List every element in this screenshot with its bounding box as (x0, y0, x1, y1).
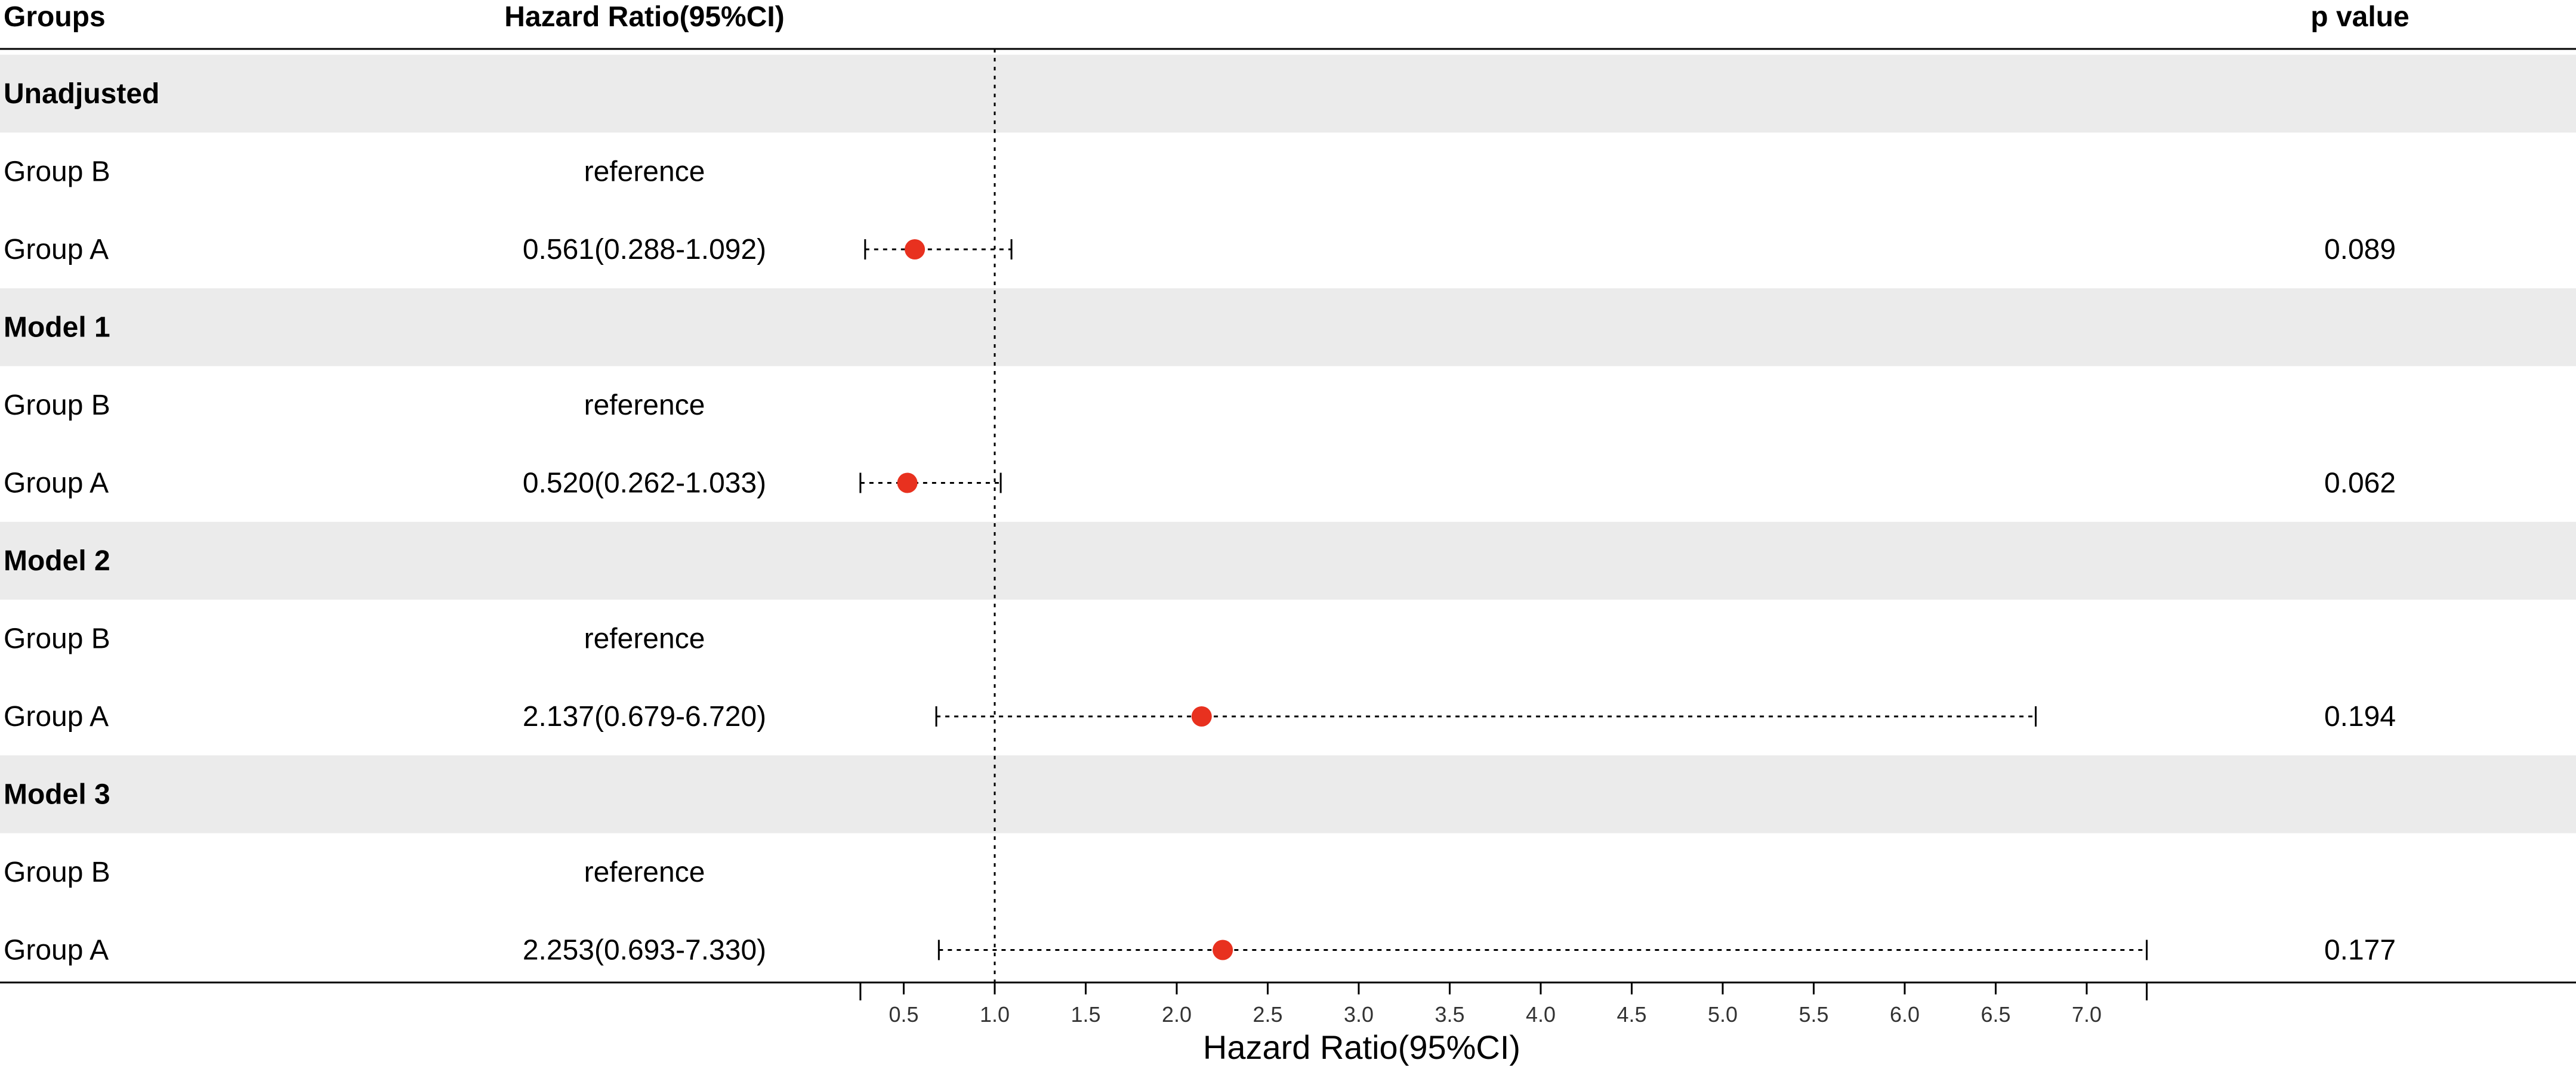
x-tick-label: 2.0 (1162, 1002, 1192, 1027)
hazard-ratio-text: 2.137(0.679-6.720) (523, 701, 766, 733)
x-tick-label: 1.5 (1070, 1002, 1100, 1027)
group-label: Group A (4, 935, 109, 966)
section-band (0, 755, 2576, 833)
hazard-ratio-text: reference (584, 857, 705, 888)
group-label: Group B (4, 857, 110, 888)
hazard-ratio-point (1191, 706, 1212, 727)
header-p-value: p value (2310, 1, 2409, 33)
p-value: 0.177 (2324, 935, 2396, 966)
hazard-ratio-text: 2.253(0.693-7.330) (523, 935, 766, 966)
x-axis-label: Hazard Ratio(95%CI) (1203, 1028, 1520, 1066)
group-label: Group A (4, 701, 109, 733)
x-tick-label: 3.0 (1344, 1002, 1374, 1027)
ci-marks (859, 239, 2148, 960)
section-band (0, 288, 2576, 366)
table-rows: Unadjusted Group B reference Group A 0.561(0… (4, 78, 2396, 966)
group-label: Group B (4, 156, 110, 188)
x-tick-label: 4.0 (1526, 1002, 1556, 1027)
section-label: Model 3 (4, 779, 110, 811)
hazard-ratio-text: 0.520(0.262-1.033) (523, 468, 766, 499)
p-value: 0.089 (2324, 234, 2396, 265)
x-tick-label: 0.5 (889, 1002, 918, 1027)
section-label: Model 1 (4, 312, 110, 344)
x-tick-label: 6.5 (1980, 1002, 2010, 1027)
p-value: 0.062 (2324, 468, 2396, 499)
x-tick-label: 7.0 (2072, 1002, 2102, 1027)
x-tick-label: 5.0 (1708, 1002, 1738, 1027)
x-tick-label: 2.5 (1252, 1002, 1282, 1027)
section-bands (0, 54, 2576, 833)
x-tick-label: 3.5 (1434, 1002, 1464, 1027)
section-label: Unadjusted (4, 78, 159, 110)
section-band (0, 54, 2576, 133)
x-tick-label: 1.0 (980, 1002, 1010, 1027)
hazard-ratio-text: 0.561(0.288-1.092) (523, 234, 766, 265)
group-label: Group B (4, 390, 110, 421)
hazard-ratio-point (905, 239, 925, 259)
hazard-ratio-point (1213, 940, 1233, 960)
x-tick-label: 6.0 (1890, 1002, 1920, 1027)
x-tick-label: 5.5 (1798, 1002, 1828, 1027)
group-label: Group A (4, 468, 109, 499)
section-band (0, 521, 2576, 600)
hazard-ratio-point (897, 472, 918, 493)
section-label: Model 2 (4, 545, 110, 577)
header-hazard-ratio: Hazard Ratio(95%CI) (504, 1, 784, 33)
header-groups: Groups (4, 1, 106, 33)
x-axis: 0.5 1.0 1.5 2.0 2.5 3.0 3.5 4.0 4.5 5.0 5.5 6.0 6.5 7… (859, 982, 2148, 1027)
group-label: Group A (4, 234, 109, 265)
hazard-ratio-text: reference (584, 390, 705, 421)
p-value: 0.194 (2324, 701, 2396, 733)
hazard-ratio-text: reference (584, 623, 705, 655)
hazard-ratio-text: reference (584, 156, 705, 188)
x-tick-label: 4.5 (1616, 1002, 1646, 1027)
group-label: Group B (4, 623, 110, 655)
